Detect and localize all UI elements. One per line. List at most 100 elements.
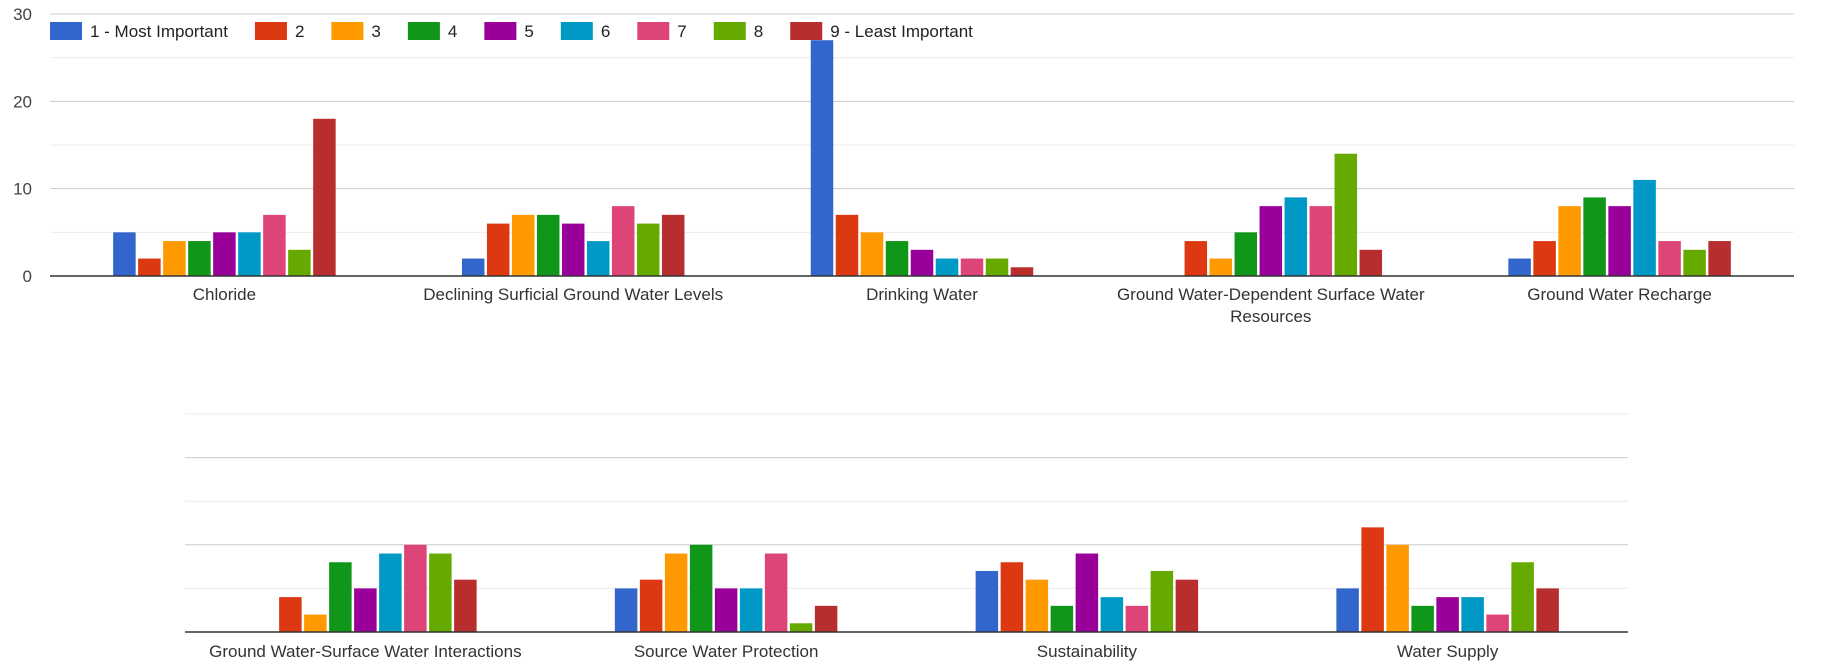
legend-swatch [254,22,287,40]
legend-label: 2 [295,22,304,41]
bar-6-2 [586,241,610,276]
category-label: Declining Surficial Ground Water Levels [423,285,723,304]
bar-4-4 [1411,605,1434,632]
bar-3-5 [1558,206,1581,276]
category-label: Source Water Protection [634,642,819,661]
bar-7-2 [611,206,635,276]
legend-swatch [484,22,517,40]
bar-2-3 [1000,562,1024,632]
bar-4-1 [188,241,211,276]
bar-9-1 [454,579,477,632]
y-tick-label: 30 [13,5,32,24]
bar-6-1 [238,232,261,276]
bar-3-4 [1209,258,1233,276]
bar-8-2 [789,623,813,632]
category-label-line: Sustainability [1037,642,1138,661]
bar-9-3 [1010,267,1034,276]
bar-8-2 [636,223,660,276]
bar-3-2 [664,553,688,632]
bar-5-4 [1436,597,1459,632]
bar-9-5 [1708,241,1731,276]
bar-3-1 [163,241,186,276]
bar-5-3 [1075,553,1099,632]
category-label: Water Supply [1397,642,1499,661]
bar-1-4 [1336,588,1359,632]
legend-label: 8 [754,22,763,41]
category-label-line: Source Water Protection [634,642,819,661]
bar-2-5 [1533,241,1556,276]
legend-label: 5 [524,22,533,41]
bar-9-2 [661,214,685,276]
category-label-line: Chloride [193,285,256,304]
bar-6-4 [1461,597,1484,632]
bar-8-4 [1511,562,1534,632]
bar-2-2 [639,579,663,632]
legend-label: 9 - Least Important [830,22,973,41]
bar-5-3 [910,249,934,276]
bar-7-1 [404,544,427,632]
bar-6-1 [379,553,402,632]
category-label: Chloride [193,285,256,304]
bar-1-3 [975,570,999,632]
bar-1-2 [614,588,638,632]
bar-2-4 [1184,241,1208,276]
bar-2-2 [486,223,510,276]
bar-4-1 [329,562,352,632]
bar-5-5 [1608,206,1631,276]
legend-swatch [407,22,440,40]
bar-3-4 [1386,544,1409,632]
legend-swatch [790,22,823,40]
category-label-line: Resources [1230,307,1311,326]
bar-8-3 [985,258,1009,276]
legend: 1 - Most Important 2 3 4 5 6 7 8 9 - Least Impor… [50,22,973,41]
category-label: Ground Water-Dependent Surface Water Reso… [1117,285,1425,326]
bar-7-4 [1309,206,1333,276]
legend-label: 7 [677,22,686,41]
legend-label: 1 - Most Important [90,22,228,41]
legend-label: 6 [601,22,610,41]
category-label-line: Water Supply [1397,642,1499,661]
bar-9-4 [1359,249,1383,276]
bar-2-4 [1361,527,1384,632]
bar-8-1 [429,553,452,632]
bar-6-5 [1633,179,1656,276]
legend-swatch [560,22,593,40]
bar-7-2 [764,553,788,632]
category-label-line: Ground Water Recharge [1527,285,1712,304]
bar-5-2 [561,223,585,276]
chart-2: Ground Water-Surface Water Interactions S… [185,413,1628,661]
legend-label: 3 [371,22,380,41]
bar-4-2 [689,544,713,632]
bar-4-3 [1050,605,1074,632]
y-tick-label: 10 [13,180,32,199]
bar-9-1 [313,118,336,276]
legend-swatch [331,22,364,40]
y-tick-label: 20 [13,92,32,111]
bar-4-5 [1583,197,1606,276]
bar-4-4 [1234,232,1258,276]
bar-3-2 [511,214,535,276]
y-tick-label: 0 [23,267,32,286]
bar-6-2 [739,588,763,632]
bar-4-2 [536,214,560,276]
bar-1-1 [113,232,136,276]
bar-9-4 [1536,588,1559,632]
legend-swatch [713,22,746,40]
bar-7-3 [960,258,984,276]
bar-5-1 [354,588,377,632]
legend-swatch [637,22,670,40]
bar-3-3 [860,232,884,276]
category-label-line: Ground Water-Surface Water Interactions [209,642,521,661]
bar-7-4 [1486,614,1509,632]
chart-1: 0 10 20 30 Chloride Declining Surficial Groun… [13,5,1794,326]
bar-3-3 [1025,579,1049,632]
category-label-line: Declining Surficial Ground Water Levels [423,285,723,304]
bar-7-3 [1125,605,1149,632]
bar-6-4 [1284,197,1308,276]
bar-1-5 [1508,258,1531,276]
bar-6-3 [935,258,959,276]
bar-2-3 [835,214,859,276]
bar-5-4 [1259,206,1283,276]
bar-2-1 [279,597,302,632]
